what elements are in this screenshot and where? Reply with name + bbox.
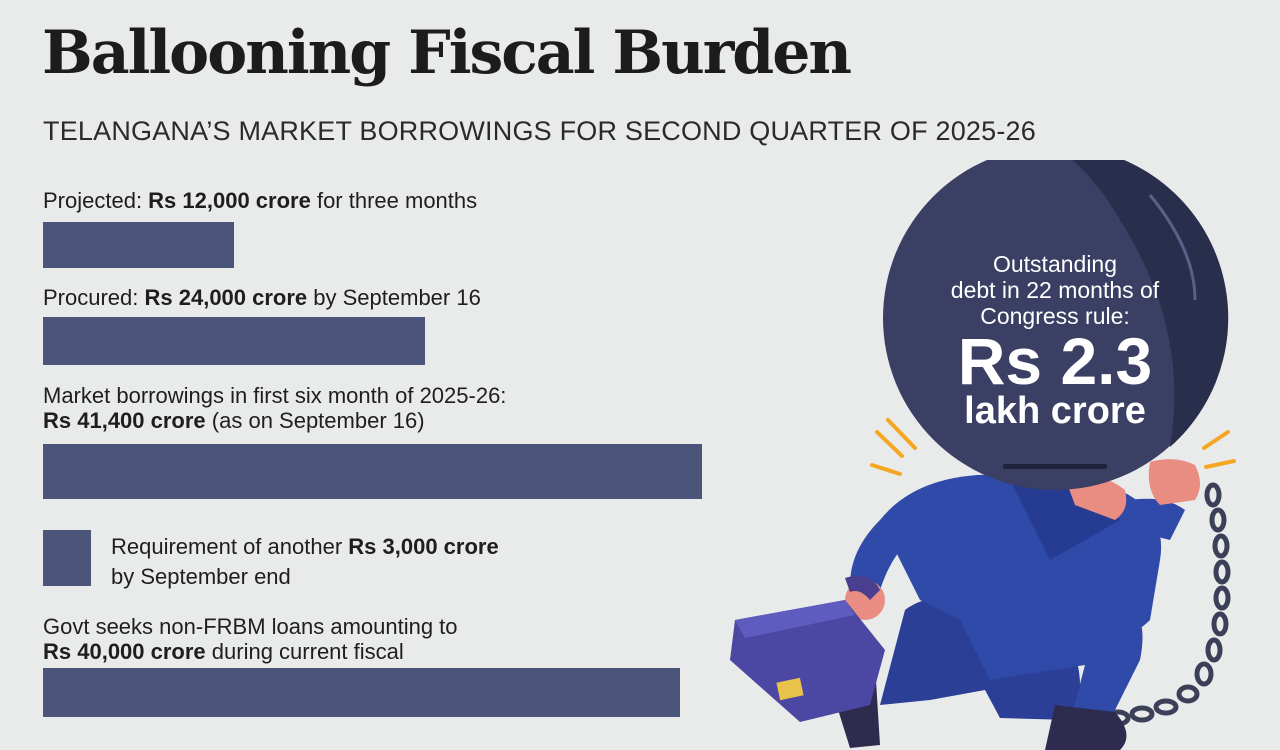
bar-non-frbm [43, 668, 680, 717]
label-procured: Procured: Rs 24,000 crore by September 1… [43, 285, 481, 310]
callout-line2: debt in 22 months of [950, 277, 1160, 303]
label-non-frbm: Govt seeks non-FRBM loans amounting to Rs… [43, 614, 458, 664]
label-six-month: Market borrowings in first six month of … [43, 383, 507, 433]
callout-line1: Outstanding [992, 251, 1118, 277]
strain-lines-icon [870, 418, 1236, 476]
bar-requirement [43, 530, 91, 586]
debt-ball-illustration [730, 160, 1236, 750]
callout-line3: Congress rule: [980, 303, 1130, 329]
chart-subtitle: TELANGANA’S MARKET BORROWINGS FOR SECOND… [43, 116, 1036, 146]
callout-unit: lakh crore [964, 390, 1146, 432]
chain-icon [1105, 482, 1231, 727]
label-projected: Projected: Rs 12,000 crore for three mon… [43, 188, 478, 213]
page-title: Ballooning Fiscal Burden [42, 18, 852, 88]
label-requirement: Requirement of another Rs 3,000 crore by … [111, 534, 499, 589]
bar-six-month [43, 444, 702, 499]
callout-amount: Rs 2.3 [957, 324, 1153, 398]
bar-procured [43, 317, 425, 365]
bar-projected [43, 222, 234, 268]
briefcase-icon [730, 575, 885, 722]
